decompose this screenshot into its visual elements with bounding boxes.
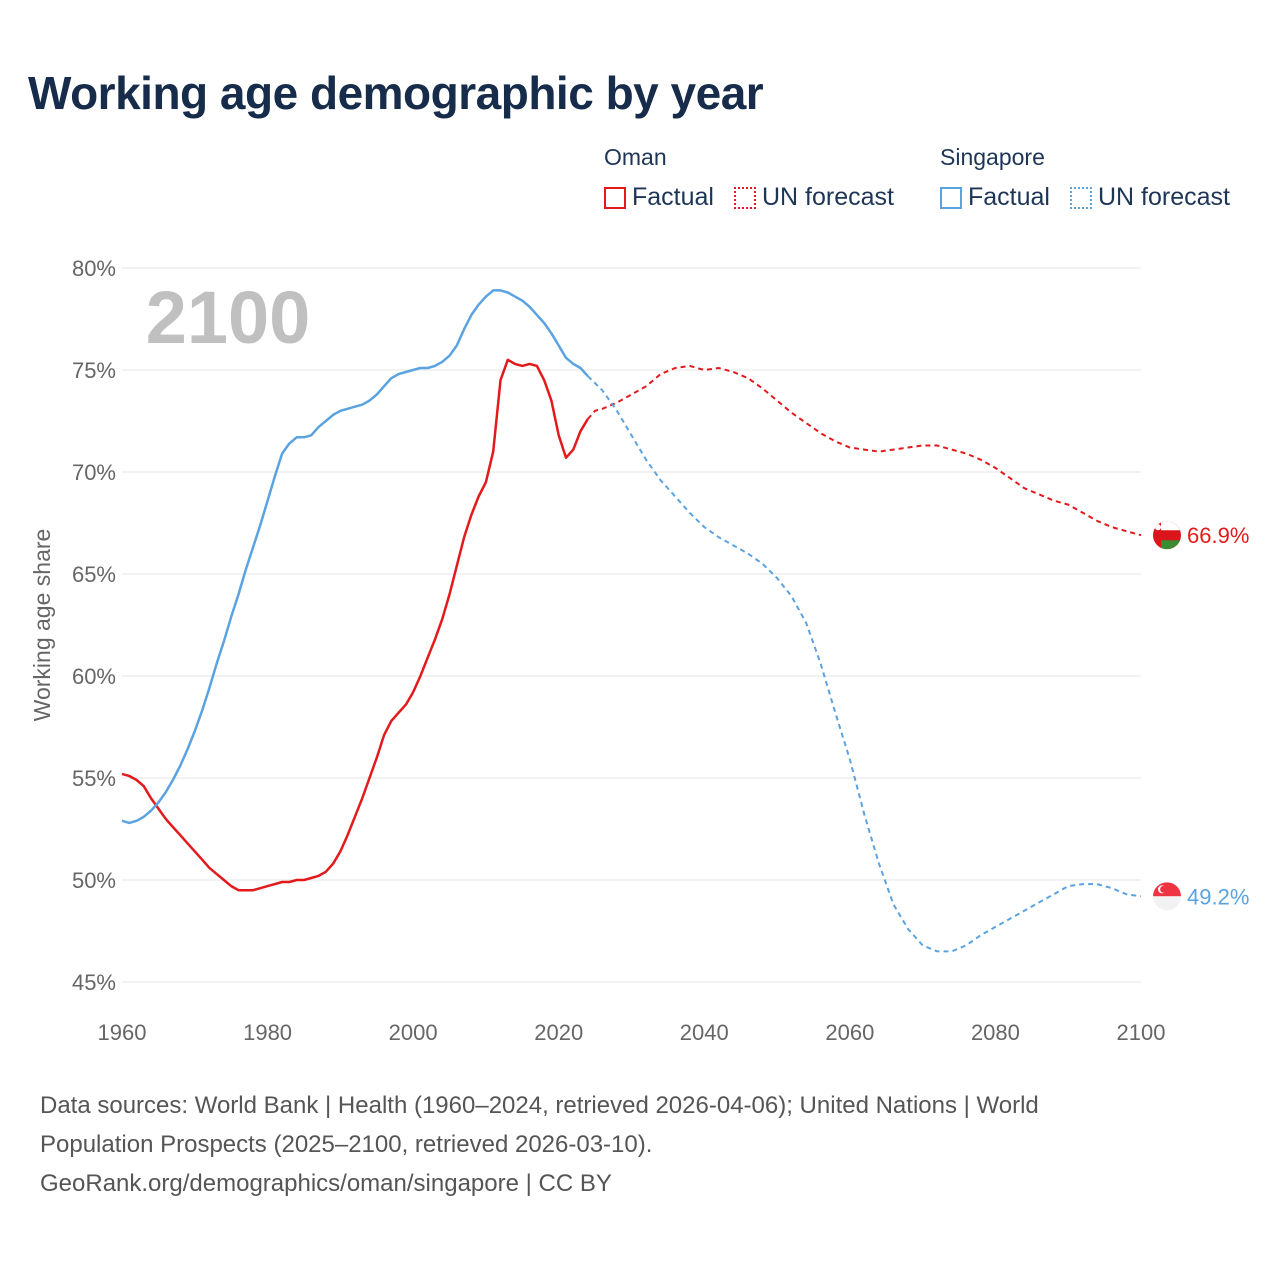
legend-item-singapore-factual[interactable]: Factual xyxy=(940,183,1050,212)
footer-line: Data sources: World Bank | Health (1960–… xyxy=(40,1092,1039,1119)
end-value-label: 66.9% xyxy=(1187,523,1249,548)
x-tick-label: 2020 xyxy=(534,1020,583,1045)
series-line-singapore-forecast xyxy=(587,375,1142,953)
end-value-label: 49.2% xyxy=(1187,884,1249,909)
y-tick-label: 80% xyxy=(72,256,116,281)
series-line-oman-forecast xyxy=(587,364,1142,537)
oman-flag-icon xyxy=(1153,521,1181,550)
singapore-flag-icon xyxy=(1153,882,1181,911)
x-tick-label: 2000 xyxy=(389,1020,438,1045)
footer-line: Population Prospects (2025–2100, retriev… xyxy=(40,1131,653,1158)
footer-line: GeoRank.org/demographics/oman/singapore … xyxy=(40,1170,612,1197)
legend-group-name: Singapore xyxy=(940,144,1045,170)
x-tick-label: 2080 xyxy=(971,1020,1020,1045)
legend-label: UN forecast xyxy=(761,183,894,211)
legend-group-name: Oman xyxy=(604,144,667,170)
legend-label: UN forecast xyxy=(1097,183,1230,211)
legend-item-oman-forecast[interactable]: UN forecast xyxy=(733,183,894,212)
series-line-oman-factual xyxy=(121,358,589,892)
legend-swatch-dotted xyxy=(1069,186,1092,209)
y-tick-label: 70% xyxy=(72,460,116,485)
y-tick-label: 50% xyxy=(72,868,116,893)
y-tick-label: 75% xyxy=(72,358,116,383)
x-tick-label: 2060 xyxy=(825,1020,874,1045)
y-tick-label: 60% xyxy=(72,664,116,689)
x-tick-label: 2040 xyxy=(680,1020,729,1045)
y-tick-label: 45% xyxy=(72,970,116,995)
line-chart: 2100 45% 50% 55% 60% 65% 70% 75% 80% 1960 1980 2000… xyxy=(29,256,1249,1045)
x-tick-label: 1980 xyxy=(243,1020,292,1045)
legend-label: Factual xyxy=(632,183,714,211)
footer-sources: Data sources: World Bank | Health (1960–… xyxy=(40,1086,1240,1203)
legend-item-singapore-forecast[interactable]: UN forecast xyxy=(1069,183,1230,212)
legend-group-oman: Oman Factual UN forecast xyxy=(604,144,906,212)
x-tick-label: 1960 xyxy=(98,1020,147,1045)
series-line-singapore-factual xyxy=(121,289,589,825)
year-watermark: 2100 xyxy=(146,276,311,359)
legend-label: Factual xyxy=(968,183,1050,211)
legend-item-oman-factual[interactable]: Factual xyxy=(604,183,714,212)
y-tick-label: 55% xyxy=(72,766,116,791)
y-tick-label: 65% xyxy=(72,562,116,587)
legend-swatch-dotted xyxy=(733,186,756,209)
legend-swatch-solid xyxy=(940,186,962,209)
x-tick-label: 2100 xyxy=(1117,1020,1166,1045)
y-axis-label: Working age share xyxy=(29,529,55,722)
legend-swatch-solid xyxy=(604,186,626,209)
chart-title: Working age demographic by year xyxy=(28,67,764,119)
legend-group-singapore: Singapore Factual UN forecast xyxy=(940,144,1242,212)
